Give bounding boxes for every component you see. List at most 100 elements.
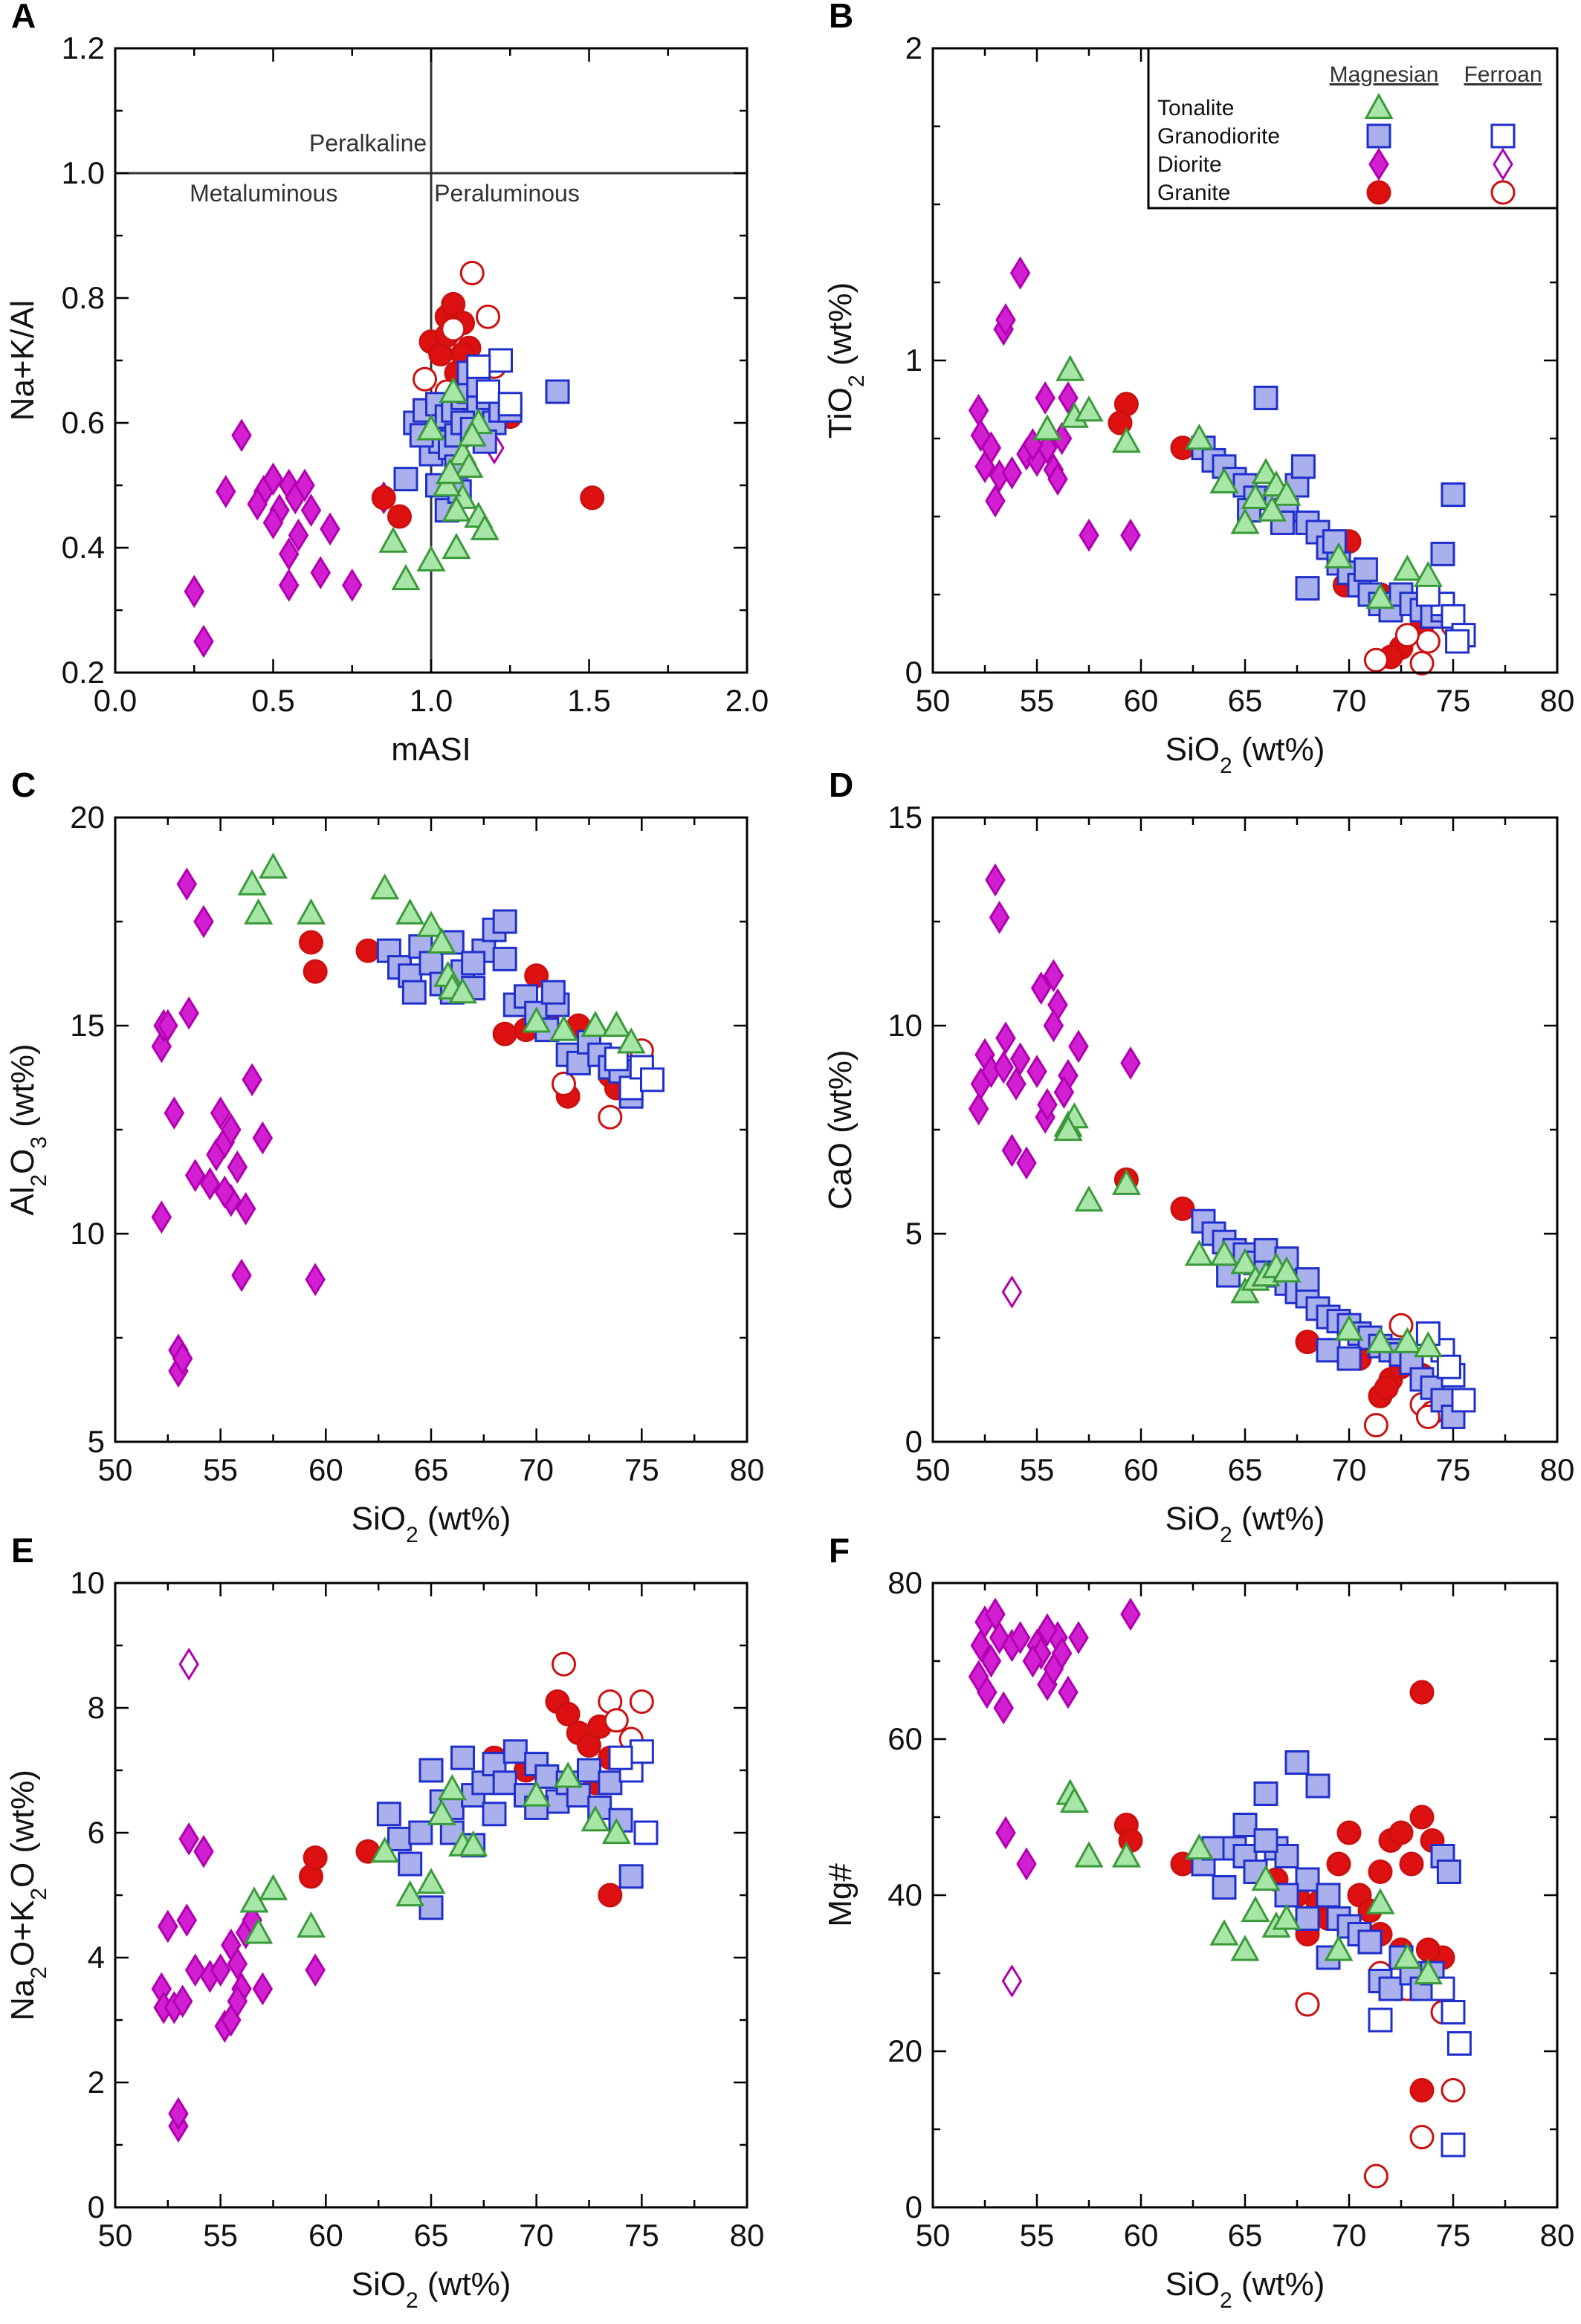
point-granodiorite-magnesian — [376, 1802, 401, 1827]
point-tonalite-magnesian — [601, 1817, 631, 1845]
point-tonalite-magnesian — [1365, 1327, 1395, 1353]
point-granodiorite-ferroan — [1436, 1354, 1461, 1379]
point-diorite-magnesian — [985, 863, 1006, 897]
panel-E: E 50 55 60 65 70 75 80 0 2 4 6 8 10 SiO2 (wt%) Na2O+K2O… — [4, 1531, 764, 2313]
point-tonalite-magnesian — [1257, 495, 1287, 522]
point-tonalite-magnesian — [427, 927, 456, 954]
plot-frame — [114, 816, 749, 1443]
point-tonalite-magnesian — [470, 514, 499, 540]
point-diorite-magnesian — [1053, 1075, 1075, 1109]
point-diorite-magnesian — [968, 1092, 989, 1126]
point-diorite-magnesian — [993, 1050, 1014, 1084]
point-tonalite-magnesian — [1074, 395, 1104, 422]
panel-letter-D: D — [829, 766, 853, 804]
y-tick-label: 60 — [888, 1721, 922, 1756]
point-tonalite-magnesian — [581, 1805, 610, 1832]
y-tick-label: 0.8 — [62, 280, 105, 315]
point-diorite-magnesian — [985, 484, 1006, 518]
point-diorite-magnesian — [294, 468, 315, 502]
legend-ferroan-header: Ferroan — [1464, 62, 1542, 87]
point-tonalite-magnesian — [370, 873, 400, 900]
point-granodiorite-magnesian — [1274, 1844, 1299, 1868]
point-diorite-magnesian — [227, 1150, 248, 1184]
legend-label-granite: Granite — [1157, 181, 1230, 205]
plot-frame — [114, 47, 749, 674]
point-diorite-magnesian — [176, 1903, 198, 1937]
point-tonalite-magnesian — [1324, 1935, 1354, 1961]
point-granodiorite-magnesian — [387, 1826, 412, 1851]
point-granodiorite-magnesian — [1295, 1267, 1320, 1292]
point-diorite-magnesian — [193, 1834, 214, 1868]
point-diorite-magnesian — [995, 1816, 1016, 1850]
point-diorite-magnesian — [1058, 1675, 1079, 1709]
point-diorite-ferroan — [1001, 1964, 1023, 1998]
point-diorite-magnesian — [184, 574, 205, 609]
y-tick-label: 2 — [905, 30, 922, 65]
point-diorite-magnesian — [980, 1644, 1002, 1678]
y-tick-label: 0 — [88, 2189, 105, 2224]
point-granite-magnesian — [1399, 1851, 1424, 1877]
point-diorite-magnesian — [178, 996, 199, 1030]
panel-B: B 50 55 60 65 70 75 80 0 1 2 SiO2 (wt%) TiO2 (wt%) — [822, 0, 1574, 778]
point-granite-ferroan — [441, 317, 466, 342]
point-granodiorite-ferroan — [488, 348, 513, 373]
point-diorite-magnesian — [215, 475, 236, 508]
point-granite-ferroan — [1415, 629, 1441, 654]
x-axis-label: SiO2 (wt%) — [1165, 1501, 1325, 1547]
point-granite-magnesian — [1388, 1820, 1414, 1845]
point-diorite-magnesian — [977, 1675, 998, 1709]
x-tick-label: 50 — [916, 2218, 951, 2253]
point-diorite-magnesian — [168, 2097, 189, 2131]
point-tonalite-magnesian — [1392, 554, 1422, 581]
point-diorite-magnesian — [178, 1822, 199, 1856]
annotation-peraluminous: Peraluminous — [434, 180, 580, 207]
point-tonalite-magnesian — [296, 1911, 326, 1938]
point-granite-ferroan — [1363, 2163, 1388, 2189]
point-tonalite-magnesian — [1365, 1888, 1395, 1914]
point-diorite-magnesian — [1016, 1847, 1037, 1881]
point-diorite-magnesian — [227, 1984, 248, 2019]
point-granite-magnesian — [371, 485, 396, 511]
x-tick-label: 50 — [916, 1452, 951, 1487]
point-granite-magnesian — [1409, 2078, 1435, 2103]
y-tick-label: 1 — [905, 343, 922, 378]
point-granodiorite-magnesian — [1378, 1976, 1403, 2001]
x-axis-label: mASI — [391, 731, 471, 768]
panel-C: C 50 55 60 65 70 75 80 5 10 15 20 SiO2 (wt%) Al2O3 (w… — [4, 766, 764, 1547]
y-axis-label: Al2O3 (wt%) — [4, 1043, 51, 1215]
point-granodiorite-magnesian — [545, 379, 570, 404]
point-granodiorite-magnesian — [618, 1864, 644, 1889]
point-diorite-magnesian — [995, 1021, 1016, 1055]
point-granodiorite-ferroan — [466, 354, 491, 379]
point-diorite-magnesian — [1016, 1146, 1037, 1180]
point-diorite-magnesian — [1022, 1644, 1044, 1678]
panel-letter-B: B — [829, 0, 853, 35]
y-tick-label: 10 — [70, 1565, 105, 1600]
point-granodiorite-magnesian — [1274, 1883, 1299, 1908]
point-tonalite-magnesian — [244, 898, 274, 925]
point-tonalite-magnesian — [244, 1917, 274, 1944]
point-granite-ferroan — [552, 1651, 576, 1677]
point-granodiorite-magnesian — [598, 1770, 623, 1796]
point-granodiorite-magnesian — [534, 1764, 560, 1789]
point-diorite-magnesian — [288, 518, 309, 552]
point-diorite-magnesian — [1120, 518, 1141, 552]
panel-F: F 50 55 60 65 70 75 80 0 20 40 60 80 SiO2 (wt%) Mg# — [822, 1531, 1574, 2313]
point-granodiorite-ferroan — [618, 1075, 644, 1101]
point-granodiorite-ferroan — [640, 1067, 665, 1093]
point-tonalite-magnesian — [237, 869, 267, 896]
x-tick-label: 80 — [1540, 2218, 1575, 2253]
point-granodiorite-ferroan — [608, 1745, 633, 1770]
y-tick-label: 0.6 — [62, 405, 105, 440]
legend-marker-diorite-ferroan — [1493, 147, 1513, 181]
y-tick-label: 0.4 — [62, 530, 105, 565]
point-granite-ferroan — [1363, 1413, 1388, 1438]
panel-letter-E: E — [11, 1531, 34, 1570]
point-granite-ferroan — [1441, 2078, 1466, 2103]
x-tick-label: 2.0 — [725, 683, 769, 718]
legend-label-tonalite: Tonalite — [1157, 96, 1234, 120]
point-granodiorite-magnesian — [418, 951, 444, 976]
point-diorite-magnesian — [1037, 1613, 1058, 1647]
point-tonalite-magnesian — [258, 1874, 288, 1900]
point-granite-ferroan — [598, 1104, 623, 1130]
